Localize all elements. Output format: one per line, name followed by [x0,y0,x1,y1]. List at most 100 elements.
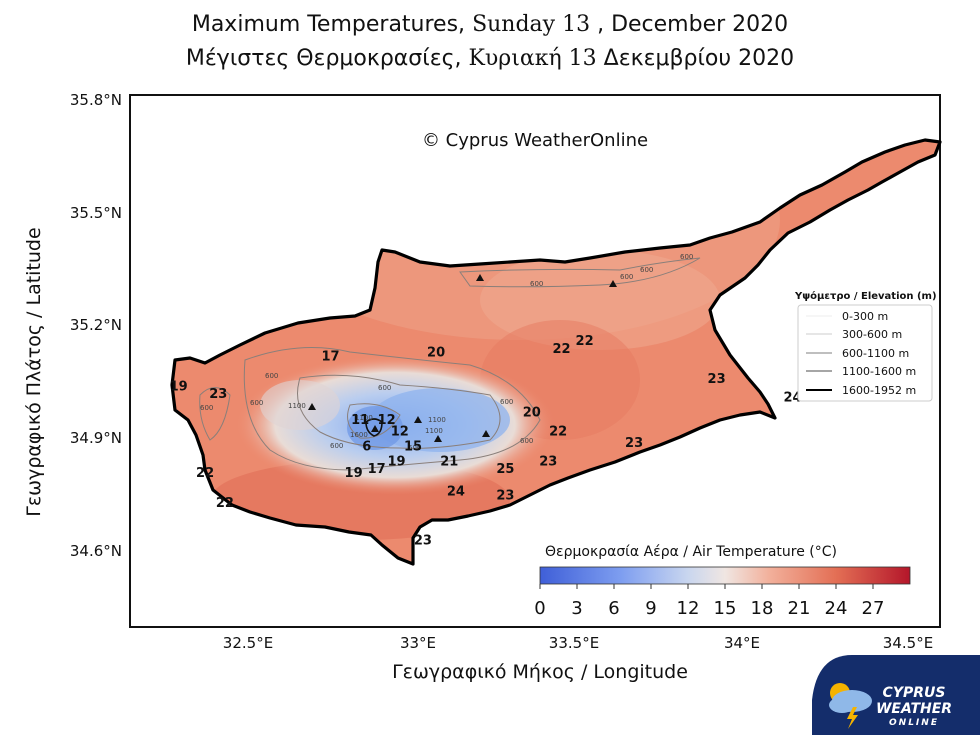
contour-label: 600 [408,444,421,452]
temperature-label: 19 [345,466,363,481]
y-tick-labels: 35.8°N 35.5°N 35.2°N 34.9°N 34.6°N [70,91,122,560]
contour-label: 600 [200,404,213,412]
elevation-contours [199,257,701,471]
title-en-a: Maximum Temperatures, [191,12,466,37]
temperature-label: 23 [496,488,514,503]
y-axis-title: Γεωγραφικό Πλάτος / Latitude [23,227,45,516]
temperature-label: 22 [576,334,594,349]
elevation-legend-item: 0-300 m [842,310,888,323]
elevation-peak-contour [365,418,383,437]
contour-label: 600 [640,266,653,274]
contour-labels: 600 600 600 600 1100 1100 600 1100 1600 … [200,253,693,452]
temperature-label: 24 [783,391,801,406]
colorbar-tick-label: 15 [714,598,737,619]
contour-label: 600 [620,273,633,281]
elevation-legend-item: 300-600 m [842,328,902,341]
title-en-c: , December 2020 [597,12,789,37]
peak-marker [476,274,484,281]
contour-label: 600 [378,384,391,392]
temperature-label: 23 [539,455,557,470]
temperature-label: 22 [549,425,567,440]
contour-label: 1100 [288,402,306,410]
colorbar-tick-label: 9 [645,598,656,619]
title-gr-a: Μέγιστες Θερμοκρασίες, [185,46,462,71]
x-tick-label: 33.5°E [549,634,599,652]
colorbar-tick-label: 12 [677,598,700,619]
colorbar-tick-label: 3 [571,598,582,619]
y-tick-label: 35.8°N [70,91,122,109]
x-tick-label: 33°E [400,634,436,652]
y-tick-label: 35.2°N [70,316,122,334]
contour-label: 600 [680,253,693,261]
temperature-label: 22 [552,342,570,357]
temperature-label: 23 [708,372,726,387]
temperature-colorbar: Θερμοκρασία Αέρα / Air Temperature (°C) … [534,544,911,619]
title-gr-date: Κυριακή 13 [468,46,597,71]
peak-marker [308,403,316,410]
colorbar-tick-label: 21 [788,598,811,619]
y-tick-label: 34.6°N [70,542,122,560]
contour-label: 1600 [350,431,368,439]
temperature-label: 22 [196,466,214,481]
temperature-label: 19 [170,379,188,394]
elevation-legend: Υψόμετρο / Elevation (m) 0-300 m 300-600… [794,290,937,402]
temperature-label: 12 [378,413,396,428]
temperature-label: 21 [440,455,458,470]
peak-marker [371,425,379,432]
temperature-label: 20 [427,346,445,361]
logo-text-line3: ONLINE [889,718,939,728]
x-tick-labels: 32.5°E 33°E 33.5°E 34°E 34.5°E [223,634,933,652]
temperature-label: 22 [216,496,234,511]
contour-label: 600 [330,442,343,450]
elevation-legend-item: 600-1100 m [842,347,909,360]
contour-label: 600 [250,399,263,407]
temperature-label: 23 [209,387,227,402]
y-tick-label: 34.9°N [70,429,122,447]
temperature-label: 11 [351,413,369,428]
elevation-legend-box [797,304,933,402]
x-tick-label: 32.5°E [223,634,273,652]
peak-marker [414,416,422,423]
elevation-legend-item: 1600-1952 m [842,384,916,397]
x-axis-title: Γεωγραφικό Μήκος / Longitude [392,661,688,683]
temperature-label: 6 [362,440,371,455]
logo-text-line2: WEATHER [876,701,952,717]
title-line-2: Μέγιστες Θερμοκρασίες, Κυριακή 13 Δεκεμβ… [0,46,980,71]
contour-label: 600 [530,280,543,288]
colorbar-tick-label: 18 [751,598,774,619]
colorbar-title: Θερμοκρασία Αέρα / Air Temperature (°C) [545,544,837,560]
contour-label: 1100 [428,416,446,424]
colorbar-gradient [539,566,911,585]
colorbar-tick-label: 27 [862,598,885,619]
logo-text-line1: CYPRUS [883,685,946,701]
peak-marker [609,280,617,287]
temperature-label: 19 [387,455,405,470]
contour-label: 1100 [355,414,373,422]
temperature-label: 23 [625,436,643,451]
contour-label: 600 [520,437,533,445]
colorbar-tick-label: 6 [608,598,619,619]
contour-label: 600 [265,372,278,380]
y-tick-label: 35.5°N [70,204,122,222]
temperature-label: 23 [414,534,432,549]
cloud-lightning-icon [829,683,872,729]
title-en-date: Sunday 13 [472,12,591,37]
temperature-label: 15 [404,440,422,455]
cyprus-weather-online-logo: CYPRUS WEATHER ONLINE [812,655,980,735]
temperature-label: 24 [447,485,465,500]
elevation-legend-title: Υψόμετρο / Elevation (m) [794,290,937,302]
temperature-label: 25 [496,462,514,477]
elevation-legend-item: 1100-1600 m [842,365,916,378]
title-gr-c: Δεκεμβρίου 2020 [603,46,795,71]
temperature-label: 20 [523,406,541,421]
peak-markers [308,274,617,442]
colorbar-tick-label: 24 [825,598,848,619]
temperature-label: 17 [368,462,386,477]
copyright-text: © Cyprus WeatherOnline [422,130,648,151]
title-line-1: Maximum Temperatures, Sunday 13 , Decemb… [0,12,980,37]
temperature-label: 12 [391,425,409,440]
colorbar-tick-label: 0 [534,598,545,619]
x-tick-label: 34°E [724,634,760,652]
